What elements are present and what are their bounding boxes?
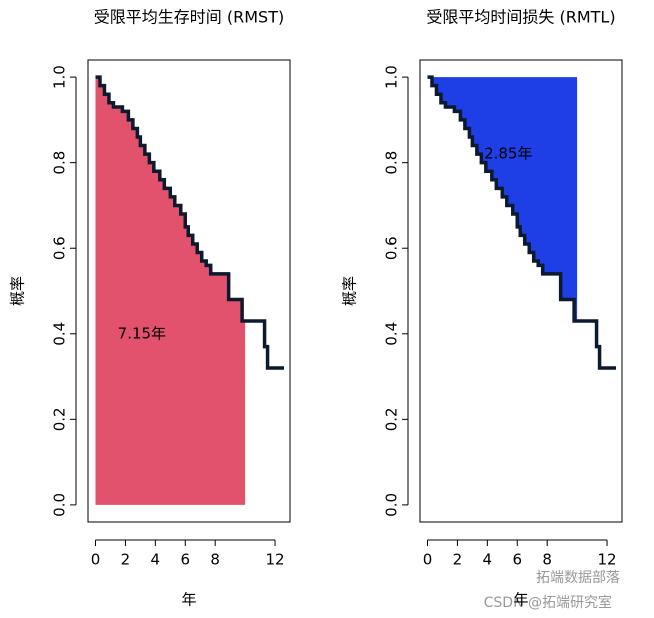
y-tick-label: 1.0 — [51, 65, 69, 89]
x-tick-label: 8 — [542, 551, 552, 569]
x-tick-label: 2 — [121, 551, 131, 569]
x-axis-label: 年 — [513, 591, 528, 609]
shaded-area — [95, 77, 246, 505]
y-axis-label: 概率 — [341, 276, 359, 306]
x-tick-label: 0 — [423, 551, 433, 569]
chart-title: 受限平均时间损失 (RMTL) — [426, 8, 615, 27]
x-axis-label: 年 — [181, 591, 196, 609]
plot-box — [419, 59, 623, 523]
x-tick-label: 6 — [180, 551, 190, 569]
y-tick-label: 0.0 — [51, 493, 69, 517]
y-tick-label: 0.8 — [51, 151, 69, 175]
y-tick-label: 1.0 — [383, 65, 401, 89]
y-tick-label: 0.8 — [383, 151, 401, 175]
x-tick-label: 4 — [483, 551, 493, 569]
survival-curve — [427, 75, 617, 370]
x-tick-label: 6 — [512, 551, 522, 569]
shaded-area — [427, 77, 578, 321]
watermark: 拓端数据部落 — [536, 570, 620, 586]
y-tick-label: 0.4 — [383, 322, 401, 346]
y-tick-label: 0.2 — [383, 407, 401, 431]
panel: 0.0 0.2 0.4 0.6 0.8 1.0 0 2 4 6 8 12 受限平均时间损失 (RMTL)… — [341, 8, 623, 609]
plot-box — [87, 59, 291, 523]
x-tick-label: 12 — [265, 551, 284, 569]
y-tick-label: 0.2 — [51, 407, 69, 431]
annotation: 7.15年 — [118, 324, 166, 342]
annotation: 2.85年 — [484, 145, 532, 163]
y-axis-label: 概率 — [9, 276, 27, 306]
y-tick-label: 0.6 — [51, 236, 69, 260]
y-tick-label: 0.6 — [383, 236, 401, 260]
x-tick-label: 12 — [597, 551, 616, 569]
chart-title: 受限平均生存时间 (RMST) — [94, 8, 284, 27]
panel: 0.0 0.2 0.4 0.6 0.8 1.0 0 2 4 6 8 12 受限平均生存时间 (RMST)… — [9, 8, 291, 609]
x-tick-label: 8 — [210, 551, 220, 569]
x-tick-label: 0 — [91, 551, 101, 569]
x-tick-label: 2 — [453, 551, 463, 569]
y-tick-label: 0.0 — [383, 493, 401, 517]
watermark: CSDN @拓端研究室 — [484, 594, 612, 611]
x-tick-label: 4 — [151, 551, 161, 569]
survival-curve — [95, 75, 285, 370]
y-tick-label: 0.4 — [51, 322, 69, 346]
